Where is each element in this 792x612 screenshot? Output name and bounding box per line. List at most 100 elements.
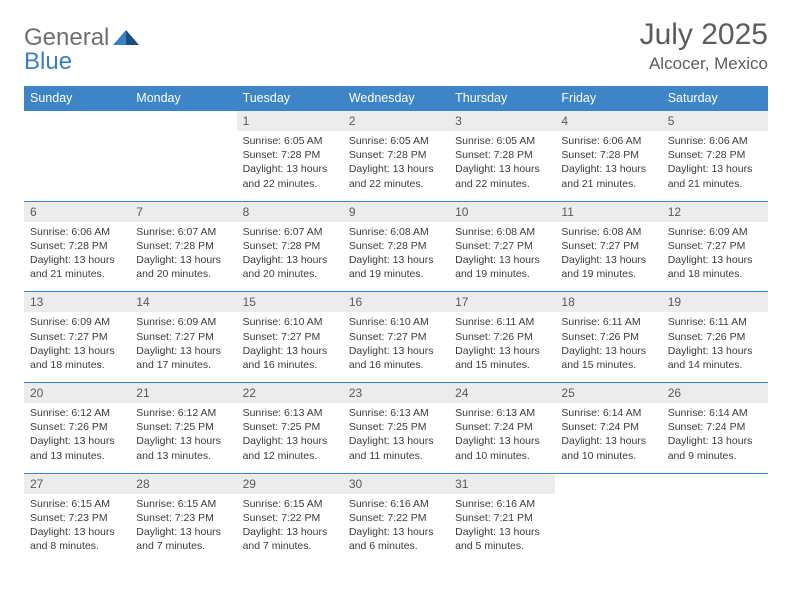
- calendar-day-cell: 7Sunrise: 6:07 AMSunset: 7:28 PMDaylight…: [130, 201, 236, 292]
- calendar-day-cell: [24, 111, 130, 202]
- logo: General: [24, 18, 141, 52]
- day-body: Sunrise: 6:08 AMSunset: 7:27 PMDaylight:…: [555, 222, 661, 292]
- day-body: Sunrise: 6:09 AMSunset: 7:27 PMDaylight:…: [662, 222, 768, 292]
- day-body: [24, 131, 130, 193]
- calendar-day-cell: 28Sunrise: 6:15 AMSunset: 7:23 PMDayligh…: [130, 473, 236, 563]
- day-number: 24: [449, 383, 555, 403]
- day-number: 28: [130, 474, 236, 494]
- dow-monday: Monday: [130, 86, 236, 111]
- day-number: [662, 474, 768, 494]
- calendar-week-row: 1Sunrise: 6:05 AMSunset: 7:28 PMDaylight…: [24, 111, 768, 202]
- day-body: Sunrise: 6:06 AMSunset: 7:28 PMDaylight:…: [24, 222, 130, 292]
- day-number: 12: [662, 202, 768, 222]
- day-body: [130, 131, 236, 193]
- day-body: Sunrise: 6:06 AMSunset: 7:28 PMDaylight:…: [662, 131, 768, 201]
- location: Alcocer, Mexico: [640, 54, 768, 74]
- calendar-day-cell: 24Sunrise: 6:13 AMSunset: 7:24 PMDayligh…: [449, 383, 555, 474]
- dow-saturday: Saturday: [662, 86, 768, 111]
- calendar-day-cell: 1Sunrise: 6:05 AMSunset: 7:28 PMDaylight…: [237, 111, 343, 202]
- calendar-day-cell: 10Sunrise: 6:08 AMSunset: 7:27 PMDayligh…: [449, 201, 555, 292]
- day-body: Sunrise: 6:05 AMSunset: 7:28 PMDaylight:…: [343, 131, 449, 201]
- day-body: Sunrise: 6:13 AMSunset: 7:24 PMDaylight:…: [449, 403, 555, 473]
- calendar-day-cell: 14Sunrise: 6:09 AMSunset: 7:27 PMDayligh…: [130, 292, 236, 383]
- calendar-day-cell: 6Sunrise: 6:06 AMSunset: 7:28 PMDaylight…: [24, 201, 130, 292]
- day-body: Sunrise: 6:07 AMSunset: 7:28 PMDaylight:…: [237, 222, 343, 292]
- calendar-day-cell: 2Sunrise: 6:05 AMSunset: 7:28 PMDaylight…: [343, 111, 449, 202]
- calendar-day-cell: 31Sunrise: 6:16 AMSunset: 7:21 PMDayligh…: [449, 473, 555, 563]
- day-number: 2: [343, 111, 449, 131]
- day-body: Sunrise: 6:09 AMSunset: 7:27 PMDaylight:…: [24, 312, 130, 382]
- calendar-day-cell: 20Sunrise: 6:12 AMSunset: 7:26 PMDayligh…: [24, 383, 130, 474]
- day-body: Sunrise: 6:08 AMSunset: 7:27 PMDaylight:…: [449, 222, 555, 292]
- calendar-day-cell: 12Sunrise: 6:09 AMSunset: 7:27 PMDayligh…: [662, 201, 768, 292]
- day-number: 3: [449, 111, 555, 131]
- day-number: 27: [24, 474, 130, 494]
- calendar-day-cell: [662, 473, 768, 563]
- day-number: 23: [343, 383, 449, 403]
- day-body: Sunrise: 6:10 AMSunset: 7:27 PMDaylight:…: [343, 312, 449, 382]
- day-number: 26: [662, 383, 768, 403]
- day-number: 6: [24, 202, 130, 222]
- calendar-week-row: 27Sunrise: 6:15 AMSunset: 7:23 PMDayligh…: [24, 473, 768, 563]
- day-body: Sunrise: 6:16 AMSunset: 7:22 PMDaylight:…: [343, 494, 449, 564]
- day-body: Sunrise: 6:12 AMSunset: 7:25 PMDaylight:…: [130, 403, 236, 473]
- day-number: 11: [555, 202, 661, 222]
- calendar-day-cell: 3Sunrise: 6:05 AMSunset: 7:28 PMDaylight…: [449, 111, 555, 202]
- day-number: 15: [237, 292, 343, 312]
- day-number: 22: [237, 383, 343, 403]
- dow-thursday: Thursday: [449, 86, 555, 111]
- day-body: Sunrise: 6:15 AMSunset: 7:22 PMDaylight:…: [237, 494, 343, 564]
- day-body: Sunrise: 6:15 AMSunset: 7:23 PMDaylight:…: [130, 494, 236, 564]
- day-body: Sunrise: 6:09 AMSunset: 7:27 PMDaylight:…: [130, 312, 236, 382]
- calendar-day-cell: 18Sunrise: 6:11 AMSunset: 7:26 PMDayligh…: [555, 292, 661, 383]
- day-body: Sunrise: 6:13 AMSunset: 7:25 PMDaylight:…: [237, 403, 343, 473]
- day-number: 25: [555, 383, 661, 403]
- calendar-day-cell: 11Sunrise: 6:08 AMSunset: 7:27 PMDayligh…: [555, 201, 661, 292]
- calendar-day-cell: 13Sunrise: 6:09 AMSunset: 7:27 PMDayligh…: [24, 292, 130, 383]
- calendar-day-cell: 15Sunrise: 6:10 AMSunset: 7:27 PMDayligh…: [237, 292, 343, 383]
- calendar-day-cell: 26Sunrise: 6:14 AMSunset: 7:24 PMDayligh…: [662, 383, 768, 474]
- calendar-day-cell: 25Sunrise: 6:14 AMSunset: 7:24 PMDayligh…: [555, 383, 661, 474]
- day-number: 1: [237, 111, 343, 131]
- day-number: 17: [449, 292, 555, 312]
- calendar-day-cell: 21Sunrise: 6:12 AMSunset: 7:25 PMDayligh…: [130, 383, 236, 474]
- calendar-day-cell: 17Sunrise: 6:11 AMSunset: 7:26 PMDayligh…: [449, 292, 555, 383]
- day-body: Sunrise: 6:08 AMSunset: 7:28 PMDaylight:…: [343, 222, 449, 292]
- day-body: Sunrise: 6:16 AMSunset: 7:21 PMDaylight:…: [449, 494, 555, 564]
- title-block: July 2025 Alcocer, Mexico: [640, 18, 768, 74]
- day-number: 4: [555, 111, 661, 131]
- day-number: 21: [130, 383, 236, 403]
- day-body: Sunrise: 6:14 AMSunset: 7:24 PMDaylight:…: [555, 403, 661, 473]
- day-body: Sunrise: 6:05 AMSunset: 7:28 PMDaylight:…: [449, 131, 555, 201]
- calendar-day-cell: 30Sunrise: 6:16 AMSunset: 7:22 PMDayligh…: [343, 473, 449, 563]
- dow-sunday: Sunday: [24, 86, 130, 111]
- day-number: 19: [662, 292, 768, 312]
- calendar-day-cell: 29Sunrise: 6:15 AMSunset: 7:22 PMDayligh…: [237, 473, 343, 563]
- day-body: Sunrise: 6:10 AMSunset: 7:27 PMDaylight:…: [237, 312, 343, 382]
- day-number: 14: [130, 292, 236, 312]
- calendar-week-row: 6Sunrise: 6:06 AMSunset: 7:28 PMDaylight…: [24, 201, 768, 292]
- day-body: Sunrise: 6:07 AMSunset: 7:28 PMDaylight:…: [130, 222, 236, 292]
- day-body: [662, 494, 768, 556]
- calendar-day-cell: 16Sunrise: 6:10 AMSunset: 7:27 PMDayligh…: [343, 292, 449, 383]
- day-number: 5: [662, 111, 768, 131]
- dow-row: Sunday Monday Tuesday Wednesday Thursday…: [24, 86, 768, 111]
- calendar-day-cell: 27Sunrise: 6:15 AMSunset: 7:23 PMDayligh…: [24, 473, 130, 563]
- day-number: 29: [237, 474, 343, 494]
- day-number: 10: [449, 202, 555, 222]
- calendar-table: Sunday Monday Tuesday Wednesday Thursday…: [24, 86, 768, 563]
- calendar-day-cell: 8Sunrise: 6:07 AMSunset: 7:28 PMDaylight…: [237, 201, 343, 292]
- calendar-day-cell: 23Sunrise: 6:13 AMSunset: 7:25 PMDayligh…: [343, 383, 449, 474]
- day-number: [555, 474, 661, 494]
- calendar-day-cell: 4Sunrise: 6:06 AMSunset: 7:28 PMDaylight…: [555, 111, 661, 202]
- day-body: Sunrise: 6:05 AMSunset: 7:28 PMDaylight:…: [237, 131, 343, 201]
- calendar-day-cell: 5Sunrise: 6:06 AMSunset: 7:28 PMDaylight…: [662, 111, 768, 202]
- day-body: Sunrise: 6:11 AMSunset: 7:26 PMDaylight:…: [449, 312, 555, 382]
- day-body: Sunrise: 6:11 AMSunset: 7:26 PMDaylight:…: [555, 312, 661, 382]
- day-number: 31: [449, 474, 555, 494]
- day-body: Sunrise: 6:15 AMSunset: 7:23 PMDaylight:…: [24, 494, 130, 564]
- logo-triangle-icon: [113, 27, 139, 45]
- day-number: 18: [555, 292, 661, 312]
- day-number: 30: [343, 474, 449, 494]
- header: General July 2025 Alcocer, Mexico: [24, 18, 768, 74]
